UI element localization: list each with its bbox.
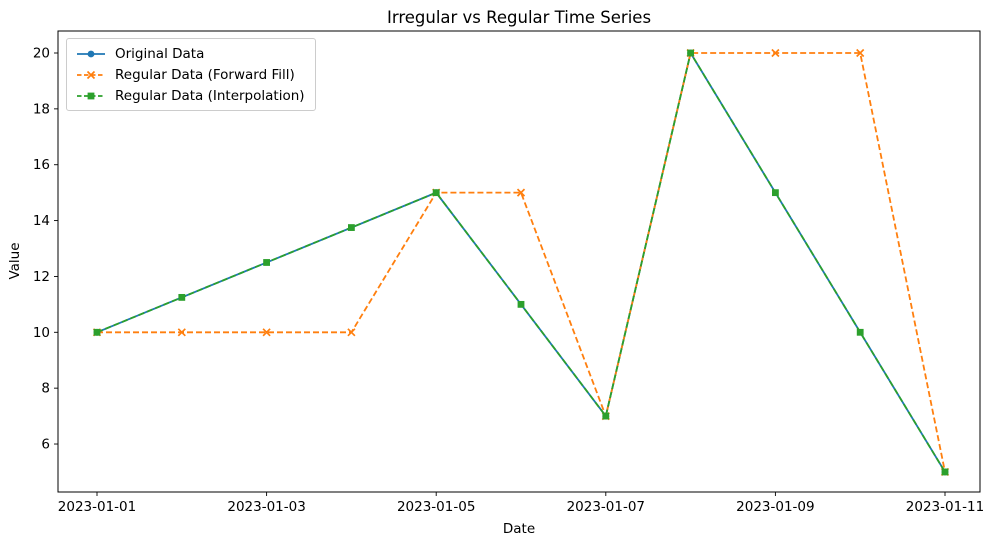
legend-item-forward-fill: Regular Data (Forward Fill): [76, 65, 305, 84]
y-axis-label: Value: [7, 242, 23, 279]
y-tick-label: 8: [41, 381, 50, 397]
legend-sample-circle-icon: [77, 50, 105, 57]
x-marker: [856, 48, 865, 58]
legend-item-original-data: Original Data: [76, 44, 305, 63]
x-tick-label: 2023-01-11: [906, 499, 984, 515]
legend-sample-x-icon: [77, 70, 105, 79]
y-tick-label: 14: [33, 213, 50, 229]
chart-canvas: 2023-01-01 2023-01-03 2023-01-05 2023-01-07…: [33, 30, 984, 515]
chart-title: Irregular vs Regular Time Series: [387, 8, 651, 27]
y-tick-label: 16: [33, 157, 50, 173]
circle-marker: [87, 50, 95, 57]
legend-sample-square-icon: [77, 92, 105, 99]
x-axis-label: Date: [503, 521, 535, 537]
x-marker: [86, 70, 96, 79]
chart-legend: Original Data Regular Data (Forward Fill)…: [66, 38, 316, 111]
series-interpolation: [93, 49, 949, 476]
legend-label: Original Data: [115, 45, 205, 62]
legend-label: Regular Data (Interpolation): [115, 87, 305, 104]
x-marker: [516, 188, 526, 197]
x-marker: [262, 328, 271, 337]
x-tick-label: 2023-01-07: [567, 499, 645, 515]
y-tick-label: 12: [33, 269, 50, 285]
legend-label: Regular Data (Forward Fill): [115, 66, 295, 83]
series-forward-fill: [92, 48, 950, 477]
square-marker: [602, 412, 610, 420]
x-tick-label: 2023-01-05: [397, 499, 475, 515]
x-tick-label: 2023-01-09: [736, 499, 814, 515]
y-tick-label: 18: [33, 101, 50, 117]
plot-frame: [57, 30, 981, 493]
square-marker: [432, 189, 440, 197]
y-tick-label: 20: [33, 46, 50, 62]
square-marker: [941, 468, 949, 476]
y-tick-label: 10: [33, 325, 50, 341]
square-marker: [87, 92, 95, 99]
series-original-data: [93, 49, 949, 476]
y-tick-label: 6: [41, 437, 50, 453]
series-line-interpolation: [96, 50, 946, 473]
series-line-forward-fill: [97, 52, 946, 473]
x-tick-label: 2023-01-01: [58, 499, 136, 515]
x-tick-label: 2023-01-03: [227, 499, 305, 515]
legend-item-interpolation: Regular Data (Interpolation): [76, 86, 305, 105]
